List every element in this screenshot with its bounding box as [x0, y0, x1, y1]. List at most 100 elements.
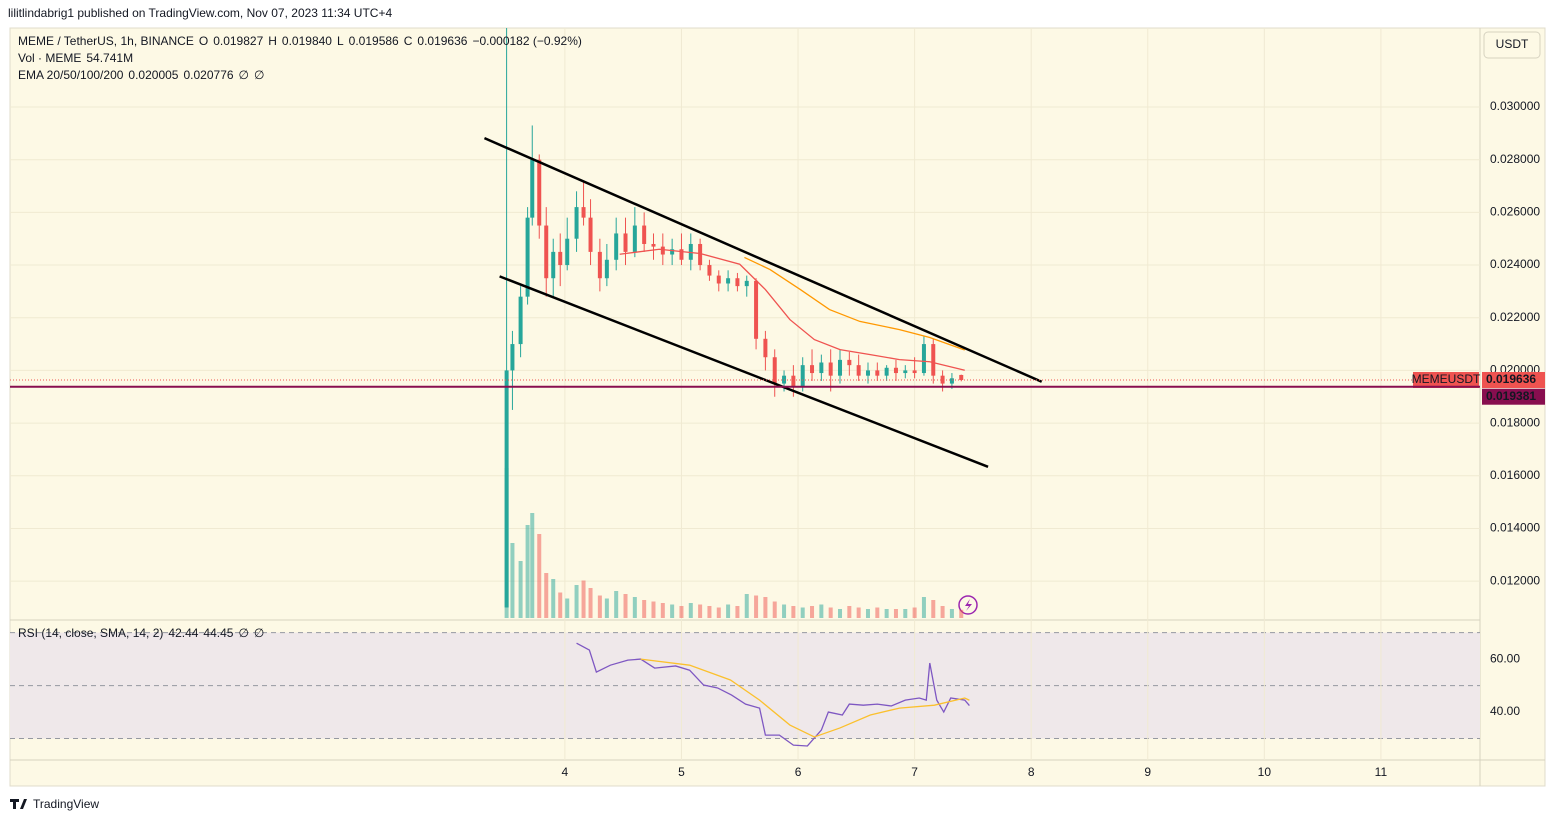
volume-bar	[847, 606, 852, 618]
volume-bar	[565, 598, 570, 618]
volume-bar	[623, 594, 628, 618]
legend-ohlc-value: 0.019586	[349, 34, 399, 48]
candle-body	[921, 344, 926, 374]
candle-body	[651, 243, 656, 247]
volume-bar	[537, 534, 542, 618]
volume-bar	[912, 607, 917, 618]
x-tick-label: 6	[795, 765, 802, 779]
candle-body	[614, 233, 619, 260]
price-tag	[1482, 388, 1545, 405]
legend-ema-value: 0.020776	[183, 68, 233, 82]
volume-bar	[614, 591, 619, 618]
volume-bar	[525, 525, 530, 618]
volume-bar	[931, 600, 936, 618]
volume-bar	[670, 604, 675, 618]
y-tick-label: 0.030000	[1490, 99, 1540, 113]
volume-bar	[518, 561, 523, 618]
candle-body	[912, 370, 917, 374]
legend-ema-title: EMA 20/50/100/200	[18, 68, 124, 82]
volume-bar	[903, 609, 908, 618]
candle-body	[726, 278, 731, 284]
legend-volume-value: 54.741M	[86, 51, 133, 65]
candle-body	[707, 265, 712, 276]
rsi-tick-label: 40.00	[1490, 704, 1520, 718]
volume-bar	[838, 609, 843, 618]
candle-body	[754, 280, 759, 339]
legend-volume-title: Vol · MEME	[18, 51, 81, 65]
price-tag-label: 0.019636	[1486, 372, 1536, 386]
legend-ohlc-value: 0.019827	[213, 34, 263, 48]
y-tick-label: 0.022000	[1490, 310, 1540, 324]
currency-label[interactable]: USDT	[1496, 37, 1529, 51]
candle-body	[623, 233, 628, 252]
y-tick-label: 0.012000	[1490, 573, 1540, 587]
rsi-tick-label: 60.00	[1490, 651, 1520, 665]
volume-bar	[588, 588, 593, 618]
candle-body	[884, 367, 889, 376]
rsi-line	[640, 658, 970, 738]
volume-bar	[828, 607, 833, 618]
candle-body	[565, 238, 570, 266]
candle-body	[847, 359, 852, 366]
footer-brand: TradingView	[33, 797, 99, 811]
candle-body	[828, 362, 833, 376]
ema-line	[744, 256, 965, 351]
events-icon[interactable]	[958, 595, 978, 615]
legend-rsi-value: 44.45	[203, 626, 233, 640]
volume-bar	[688, 603, 693, 618]
candle-body	[632, 225, 637, 252]
candle-body	[537, 159, 542, 226]
volume-bar	[949, 609, 954, 618]
publish-info: lilitlindabrig1 published on TradingView…	[8, 6, 392, 20]
volume-bar	[716, 607, 721, 618]
candle-body	[530, 159, 535, 218]
legend-rsi-value: 42.44	[168, 626, 198, 640]
candle-body	[940, 375, 945, 384]
legend-rsi-value: ∅	[238, 626, 248, 640]
candle-body	[504, 370, 509, 608]
candle-body	[744, 280, 749, 287]
volume-bar	[744, 594, 749, 618]
candle-body	[518, 296, 523, 345]
candle-body	[959, 374, 964, 380]
candle-body	[574, 207, 579, 239]
legend-ohlc-value: 0.019636	[417, 34, 467, 48]
legend-ohlc-letter: L	[337, 34, 344, 48]
candle-body	[735, 278, 740, 287]
volume-bar	[754, 595, 759, 618]
volume-bar	[679, 606, 684, 618]
symbol-tag	[1413, 371, 1479, 388]
trendline	[499, 275, 989, 468]
volume-bar	[893, 609, 898, 618]
volume-bar	[597, 595, 602, 618]
volume-bar	[875, 607, 880, 618]
volume-bar	[604, 598, 609, 618]
volume-bar	[856, 607, 861, 618]
volume-bar	[884, 609, 889, 618]
y-tick-label: 0.016000	[1490, 468, 1540, 482]
legend-rsi-title: RSI (14, close, SMA, 14, 2)	[18, 626, 163, 640]
x-tick-label: 5	[678, 765, 685, 779]
volume-bar	[763, 597, 768, 618]
candle-body	[800, 365, 805, 387]
candle-body	[558, 251, 563, 266]
candle-body	[838, 359, 843, 376]
y-tick-label: 0.024000	[1490, 257, 1540, 271]
volume-bar	[530, 513, 535, 618]
candle-body	[716, 275, 721, 284]
candle-body	[772, 357, 777, 384]
currency-button[interactable]	[1483, 31, 1541, 59]
x-tick-label: 7	[911, 765, 918, 779]
price-tag	[1482, 371, 1545, 388]
legend-ohlc-letter: C	[404, 34, 413, 48]
y-tick-label: 0.028000	[1490, 152, 1540, 166]
volume-bar	[651, 601, 656, 618]
volume-bar	[558, 592, 563, 618]
volume-bar	[959, 609, 964, 618]
candle-body	[660, 246, 665, 255]
volume-bar	[735, 606, 740, 618]
legend-ohlc-letter: O	[199, 34, 208, 48]
candle-body	[510, 344, 515, 371]
candle-body	[856, 365, 861, 376]
